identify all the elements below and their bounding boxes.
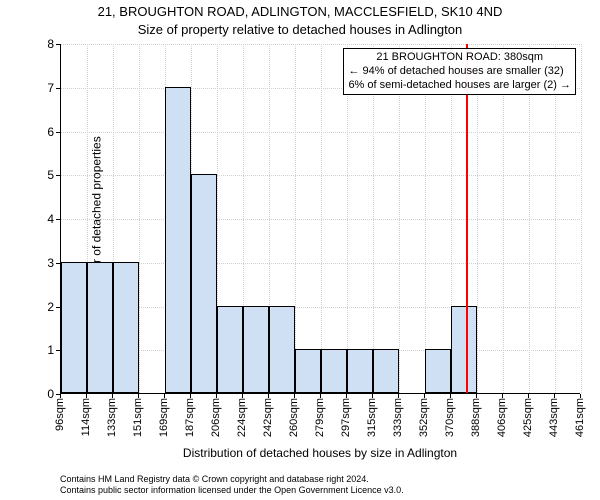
gridline-vertical xyxy=(295,44,296,393)
y-tick-mark xyxy=(56,219,60,220)
histogram-bar xyxy=(113,262,139,393)
y-tick-mark xyxy=(56,307,60,308)
histogram-bar xyxy=(243,306,269,394)
y-tick-label: 8 xyxy=(34,37,54,51)
histogram-bar xyxy=(217,306,243,394)
y-tick-label: 6 xyxy=(34,125,54,139)
histogram-bar xyxy=(321,349,347,393)
x-tick-label: 96sqm xyxy=(54,398,66,431)
gridline-vertical xyxy=(425,44,426,393)
histogram-bar xyxy=(373,349,399,393)
histogram-bar xyxy=(269,306,295,394)
x-tick-label: 443sqm xyxy=(548,398,560,437)
y-tick-mark xyxy=(56,263,60,264)
histogram-bar xyxy=(61,262,87,393)
gridline-vertical xyxy=(347,44,348,393)
chart-container: 21, BROUGHTON ROAD, ADLINGTON, MACCLESFI… xyxy=(0,0,600,500)
y-tick-label: 0 xyxy=(34,387,54,401)
y-tick-label: 7 xyxy=(34,81,54,95)
annotation-box: 21 BROUGHTON ROAD: 380sqm← 94% of detach… xyxy=(343,48,576,95)
gridline-vertical xyxy=(477,44,478,393)
histogram-bar xyxy=(191,174,217,393)
annotation-line: 21 BROUGHTON ROAD: 380sqm xyxy=(348,51,571,65)
y-tick-mark xyxy=(56,88,60,89)
gridline-vertical xyxy=(555,44,556,393)
y-tick-label: 3 xyxy=(34,256,54,270)
x-tick-label: 151sqm xyxy=(132,398,144,437)
y-tick-label: 2 xyxy=(34,300,54,314)
histogram-bar xyxy=(425,349,451,393)
gridline-vertical xyxy=(399,44,400,393)
gridline-vertical xyxy=(529,44,530,393)
y-tick-label: 1 xyxy=(34,343,54,357)
y-tick-mark xyxy=(56,350,60,351)
gridline-vertical xyxy=(581,44,582,393)
histogram-bar xyxy=(451,306,477,394)
y-tick-mark xyxy=(56,175,60,176)
x-tick-label: 169sqm xyxy=(158,398,170,437)
x-tick-label: 242sqm xyxy=(262,398,274,437)
histogram-bar xyxy=(165,87,191,393)
x-tick-label: 388sqm xyxy=(470,398,482,437)
chart-title-sub: Size of property relative to detached ho… xyxy=(0,22,600,37)
footer-line-2: Contains public sector information licen… xyxy=(60,485,580,496)
x-tick-label: 224sqm xyxy=(236,398,248,437)
x-tick-label: 425sqm xyxy=(522,398,534,437)
footer-attribution: Contains HM Land Registry data © Crown c… xyxy=(60,474,580,496)
x-tick-label: 206sqm xyxy=(210,398,222,437)
y-tick-mark xyxy=(56,132,60,133)
x-tick-label: 406sqm xyxy=(496,398,508,437)
x-tick-label: 297sqm xyxy=(340,398,352,437)
x-tick-label: 315sqm xyxy=(366,398,378,437)
annotation-line: ← 94% of detached houses are smaller (32… xyxy=(348,65,571,79)
y-tick-label: 4 xyxy=(34,212,54,226)
histogram-bar xyxy=(347,349,373,393)
x-tick-label: 114sqm xyxy=(80,398,92,436)
x-axis-label: Distribution of detached houses by size … xyxy=(60,446,580,460)
gridline-vertical xyxy=(321,44,322,393)
chart-title-main: 21, BROUGHTON ROAD, ADLINGTON, MACCLESFI… xyxy=(0,4,600,19)
gridline-vertical xyxy=(139,44,140,393)
x-tick-label: 279sqm xyxy=(314,398,326,437)
histogram-bar xyxy=(295,349,321,393)
gridline-vertical xyxy=(373,44,374,393)
x-tick-label: 333sqm xyxy=(392,398,404,437)
footer-line-1: Contains HM Land Registry data © Crown c… xyxy=(60,474,580,485)
x-tick-label: 187sqm xyxy=(184,398,196,437)
x-tick-label: 370sqm xyxy=(444,398,456,437)
annotation-line: 6% of semi-detached houses are larger (2… xyxy=(348,79,571,93)
plot-area: 21 BROUGHTON ROAD: 380sqm← 94% of detach… xyxy=(60,44,580,394)
reference-marker-line xyxy=(466,44,468,393)
x-tick-label: 133sqm xyxy=(106,398,118,437)
x-tick-label: 352sqm xyxy=(418,398,430,437)
y-tick-label: 5 xyxy=(34,168,54,182)
x-tick-label: 461sqm xyxy=(574,398,586,437)
histogram-bar xyxy=(87,262,113,393)
y-tick-mark xyxy=(56,44,60,45)
gridline-vertical xyxy=(503,44,504,393)
x-tick-label: 260sqm xyxy=(288,398,300,437)
